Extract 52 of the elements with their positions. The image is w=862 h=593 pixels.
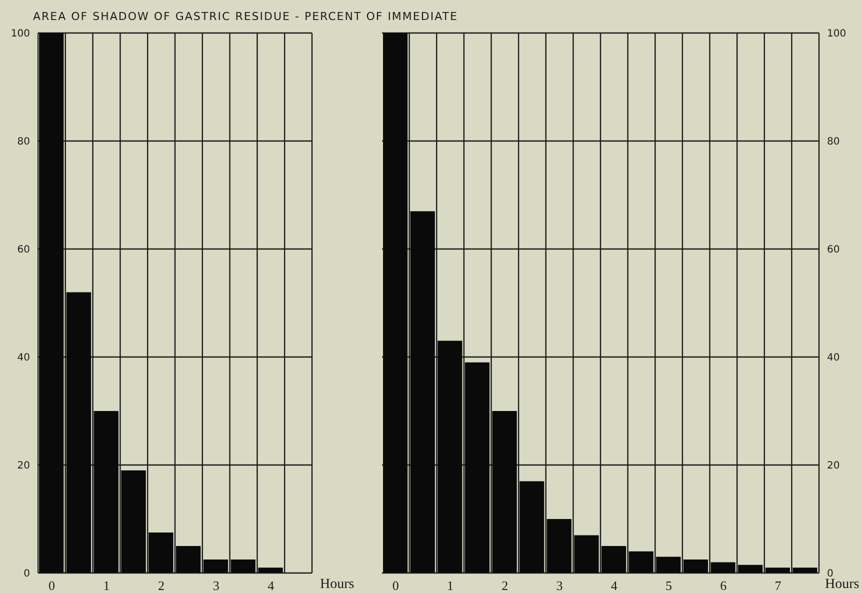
bar: [765, 568, 790, 573]
bar: [258, 568, 283, 573]
x-tick-label: 0: [48, 578, 55, 593]
x-tick-label: 7: [774, 578, 782, 593]
y2-tick-label: 40: [827, 352, 840, 364]
bar: [121, 470, 146, 573]
bar: [492, 411, 517, 573]
y-tick-label: 20: [17, 460, 30, 472]
y2-tick-label: 20: [827, 460, 840, 472]
x-tick-label: 2: [158, 578, 165, 593]
x-tick-label: 1: [103, 578, 110, 593]
bar: [383, 33, 408, 573]
y-tick-label: 80: [17, 136, 30, 148]
bar: [628, 551, 654, 573]
x-tick-label: 2: [502, 578, 508, 593]
x-tick-label: 5: [666, 578, 672, 593]
y2-tick-label: 0: [827, 568, 834, 580]
bar: [230, 560, 256, 573]
bar: [656, 556, 681, 573]
bar: [148, 532, 174, 573]
bar: [438, 340, 462, 573]
y2-tick-label: 80: [827, 136, 840, 148]
x-axis-title: Hours: [320, 577, 354, 592]
y-tick-label: 0: [24, 568, 30, 580]
bar: [176, 546, 201, 573]
chart-title: AREA OF SHADOW OF GASTRIC RESIDUE - PERCENT OF IMMEDIATE: [33, 10, 458, 23]
bar: [602, 546, 626, 573]
y-tick-label: 40: [17, 352, 30, 364]
bar: [546, 519, 572, 573]
bar: [94, 411, 118, 573]
bar: [738, 564, 763, 573]
y2-tick-label: 60: [827, 244, 840, 256]
x-axis-title: Hours: [825, 577, 860, 592]
y-tick-label: 100: [10, 28, 30, 40]
bar: [574, 535, 599, 573]
y-tick-label: 60: [17, 244, 30, 256]
bar: [683, 560, 708, 573]
bar: [410, 211, 435, 573]
y2-tick-label: 100: [827, 28, 846, 40]
x-tick-label: 3: [212, 578, 220, 593]
x-tick-label: 3: [556, 578, 563, 593]
x-tick-label: 4: [268, 578, 275, 593]
bar: [66, 292, 92, 573]
x-tick-label: 0: [392, 578, 399, 593]
x-tick-label: 4: [610, 578, 618, 593]
bar: [710, 562, 736, 573]
bar: [520, 481, 544, 573]
x-tick-label: 6: [720, 578, 728, 593]
bar: [792, 568, 818, 573]
bar: [464, 362, 490, 573]
bar: [203, 560, 228, 573]
x-tick-label: 1: [447, 578, 454, 593]
